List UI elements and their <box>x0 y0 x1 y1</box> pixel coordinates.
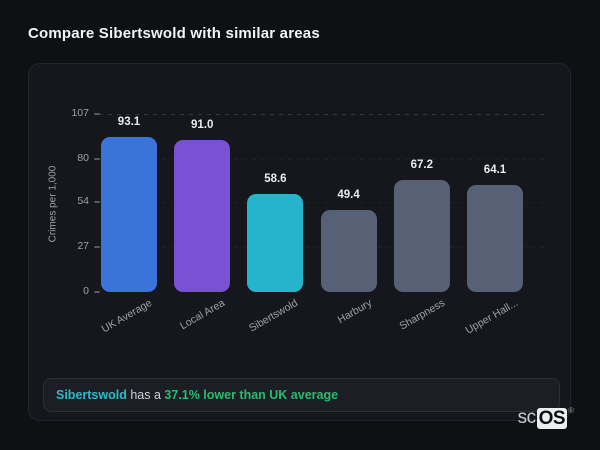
y-tick-label: 107 <box>71 106 89 119</box>
y-tick-label: 27 <box>77 239 89 252</box>
bar-uk-average[interactable] <box>101 136 157 292</box>
y-tick-label: 54 <box>77 194 89 207</box>
logo-registered-mark: ® <box>568 406 574 415</box>
value-label-sharpness: 67.2 <box>410 158 433 171</box>
y-tick-mark <box>94 112 100 115</box>
chart-card: Crimes per 1,000 0 27 54 80 107 93.1 UK Averag… <box>28 63 571 421</box>
y-gridline <box>99 158 547 160</box>
y-tick-label: 0 <box>83 285 89 297</box>
bar-upper-hall[interactable] <box>467 185 523 292</box>
note-box: Sibertswold has a 37.1% lower than UK av… <box>43 378 560 412</box>
y-tick-label: 80 <box>77 151 89 164</box>
bar-sibertswold[interactable] <box>247 194 304 292</box>
bar-chart: Crimes per 1,000 0 27 54 80 107 93.1 UK Averag… <box>29 64 572 422</box>
note-subject: Sibertswold <box>56 388 127 402</box>
logo-prefix: sc <box>517 407 537 428</box>
value-label-uk-average: 93.1 <box>117 115 141 128</box>
value-label-sibertswold: 58.6 <box>264 173 287 186</box>
value-label-local-area: 91.0 <box>190 119 214 132</box>
bar-harbury[interactable] <box>320 209 377 292</box>
x-axis-label-upper-hall: Upper Hall... <box>463 297 520 337</box>
y-tick-mark <box>94 157 100 160</box>
x-axis-label-local-area: Local Area <box>178 297 228 333</box>
y-tick-mark <box>94 200 100 203</box>
y-tick-mark <box>94 245 100 248</box>
bar-local-area[interactable] <box>174 140 231 292</box>
brand-logo: sc OS ® <box>517 406 574 429</box>
value-label-harbury: 49.4 <box>337 188 360 201</box>
y-tick-mark <box>94 291 100 293</box>
value-label-upper-hall: 64.1 <box>483 164 507 177</box>
logo-os-badge: OS <box>536 407 568 429</box>
y-gridline <box>99 113 547 115</box>
y-gridline <box>99 201 547 203</box>
page-title: Compare Sibertswold with similar areas <box>28 25 320 42</box>
x-axis-label-sharpness: Sharpness <box>397 297 447 333</box>
x-axis-label-sibertswold: Sibertswold <box>247 297 301 335</box>
note-highlight: 37.1% lower than UK average <box>164 388 339 402</box>
x-axis-label-uk-average: UK Average <box>99 297 154 336</box>
bar-sharpness[interactable] <box>393 179 450 292</box>
note-middle: has a <box>126 388 165 402</box>
x-axis-label-harbury: Harbury <box>335 297 374 327</box>
